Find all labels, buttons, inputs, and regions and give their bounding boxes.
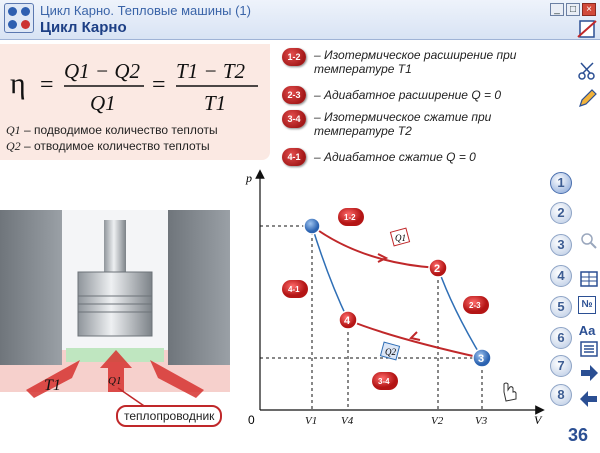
prev-arrow-icon[interactable] [578,388,600,410]
legend-badge-3-4[interactable]: 3-4 [282,110,306,128]
scissors-icon[interactable] [576,60,598,82]
cylinder-wall-right [168,210,230,365]
legend-badge-4-1[interactable]: 4-1 [282,148,306,166]
close-button[interactable]: × [582,3,596,16]
formula-numerator-t: T1 − T2 [176,59,246,83]
q1-engine-label: Q1 [108,375,121,387]
process-badge-1-2-label: 1-2 [344,213,356,222]
right-toolbar: 1 2 3 4 5 6 7 8 № Aa [548,0,600,453]
heat-engine-illustration: T1 Q1 [0,210,230,411]
q1-marker-label: Q1 [395,233,406,243]
process-badge-3-4[interactable] [372,372,398,390]
tick-v1: V1 [305,415,317,427]
formula-definitions: Q1 – подводимое количество теплоты Q2 – … [6,122,218,154]
process-badge-3-4-label: 3-4 [378,377,390,386]
window-title: Цикл Карно. Тепловые машины (1) [40,3,251,18]
page-title: Цикл Карно [40,19,127,36]
hand-cursor-icon [503,382,517,402]
tick-v4: V4 [341,415,354,427]
magnifier-icon[interactable] [578,230,600,252]
formula-equals-2: = [152,72,166,98]
efficiency-formula: η = Q1 − Q2 Q1 = T1 − T2 T1 [10,59,258,115]
heat-arrow-center [100,350,132,392]
list-icon[interactable] [578,338,600,360]
def-q1-text: – подводимое количество теплоты [20,123,218,137]
title-bar: Цикл Карно. Тепловые машины (1) Цикл Кар… [0,0,600,40]
step-button-4[interactable]: 4 [550,265,572,287]
guide-lines [260,225,483,410]
state-label-4: 4 [344,315,351,327]
state-point-2[interactable] [428,258,448,278]
heat-arrow-right [150,360,204,398]
step-button-8[interactable]: 8 [550,384,572,406]
efficiency-formula-panel: η = Q1 − Q2 Q1 = T1 − T2 T1 Q1 – подводи… [0,44,270,160]
page-icon[interactable] [576,18,598,40]
legend-text-1-2: – Изотермическое расширение при температ… [314,48,517,76]
legend-text-4-1: – Адиабатное сжатие Q = 0 [314,150,476,164]
table-icon[interactable] [578,268,600,290]
formula-numerator-q: Q1 − Q2 [64,59,141,83]
process-badge-2-3[interactable] [463,296,489,314]
def-q1-symbol: Q1 [6,123,21,137]
legend-text-2-3: – Адиабатное расширение Q = 0 [314,88,501,102]
process-badge-4-1[interactable] [282,280,308,298]
p-axis-label: p [245,171,252,185]
state-label-3: 3 [478,353,484,365]
cylinder-wall-left [0,210,62,365]
formula-denominator-q: Q1 [90,91,116,115]
step-button-2[interactable]: 2 [550,202,572,224]
pen-icon[interactable] [576,88,598,110]
step-button-3[interactable]: 3 [550,234,572,256]
step-button-6[interactable]: 6 [550,327,572,349]
minimize-button[interactable]: _ [550,3,564,16]
state-label-2: 2 [434,263,440,275]
process-badge-4-1-label: 4-1 [288,285,300,294]
tick-v3: V3 [475,415,488,427]
step-button-7[interactable]: 7 [550,355,572,377]
curve-4-1 [311,225,349,321]
curve-3-4 [347,319,483,359]
state-point-3[interactable] [472,348,492,368]
process-badge-2-3-label: 2-3 [469,301,481,310]
legend-badge-2-3[interactable]: 2-3 [282,86,306,104]
piston-rod [104,220,126,275]
step-button-1[interactable]: 1 [550,172,572,194]
page-number: 36 [568,425,589,445]
q1-marker [389,227,411,247]
heat-arrow-left [26,360,80,398]
legend-badge-1-2[interactable]: 1-2 [282,48,306,66]
window-controls: _ □ × [550,3,596,16]
heat-conductor-label: теплопроводник [116,405,223,427]
pv-diagram: p V 0 V1 V4 V2 V3 2 3 4 1-2 2-3 3-4 4-1 [245,169,545,427]
state-point-1[interactable] [303,217,321,235]
next-arrow-icon[interactable] [578,362,600,384]
v-axis-label: V [534,413,543,427]
app-logo-icon [4,3,34,33]
formula-equals-1: = [40,72,54,98]
formula-denominator-t: T1 [204,91,226,115]
t1-label: T1 [44,377,61,394]
font-icon[interactable]: Aa [578,323,596,338]
origin-label: 0 [248,413,255,427]
legend-text-3-4: – Изотермическое сжатие при температуре … [314,110,492,138]
tick-v2: V2 [431,415,444,427]
q2-marker-label: Q2 [385,347,396,357]
curve-1-2 [311,225,439,269]
q2-marker [379,341,401,361]
maximize-button[interactable]: □ [566,3,580,16]
formula-eta: η [10,67,26,100]
state-point-4[interactable] [338,310,358,330]
numbering-icon[interactable]: № [578,296,596,314]
def-q2-symbol: Q2 [6,139,21,153]
step-button-5[interactable]: 5 [550,296,572,318]
process-badge-1-2[interactable] [338,208,364,226]
def-q2-text: – отводимое количество теплоты [20,139,210,153]
